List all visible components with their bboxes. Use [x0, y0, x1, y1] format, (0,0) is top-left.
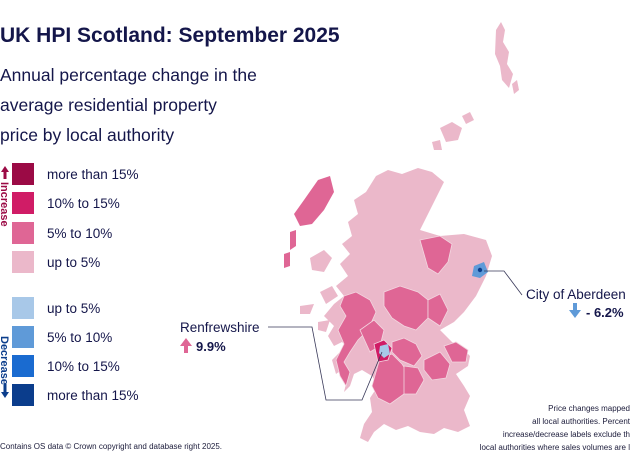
- legend-item: 10% to 15%: [12, 355, 120, 377]
- subtitle-line-1: Annual percentage change in the: [0, 65, 257, 85]
- outer-hebrides: [284, 176, 334, 268]
- note-line-1: Price changes mapped: [548, 404, 630, 413]
- aberdeen-marker: [477, 267, 483, 273]
- legend-swatch: [12, 251, 34, 273]
- subtitle-line-2: average residential property: [0, 95, 217, 115]
- legend-swatch: [12, 384, 34, 406]
- legend-item-label: more than 15%: [47, 387, 139, 403]
- legend-item-label: up to 5%: [47, 254, 101, 270]
- map-title: UK HPI Scotland: September 2025: [0, 24, 340, 47]
- note-line-3: increase/decrease labels exclude th: [502, 430, 630, 439]
- decrease-arrow-stem-icon: [3, 384, 7, 392]
- legend-swatch: [12, 192, 34, 214]
- subtitle-line-3: price by local authority: [0, 125, 175, 145]
- aberdeen-leader-line: [484, 270, 523, 296]
- aberdeen-down-arrow-stem-icon: [573, 303, 577, 311]
- aberdeen-down-arrow-icon: [569, 310, 581, 318]
- renfrewshire-name: Renfrewshire: [180, 320, 260, 335]
- copyright-credit: Contains OS data © Crown copyright and d…: [0, 442, 223, 451]
- increase-arrow-icon: [1, 166, 9, 172]
- aberdeen-value: - 6.2%: [586, 305, 624, 320]
- legend-item: up to 5%: [12, 297, 100, 319]
- note-line-4: local authorities where sales volumes ar…: [479, 443, 630, 452]
- legend-item: 5% to 10%: [12, 222, 112, 244]
- legend-item-label: 5% to 10%: [47, 329, 113, 345]
- map-subtitle: Annual percentage change in the average …: [0, 60, 300, 150]
- legend-swatch: [12, 297, 34, 319]
- legend-item-label: 10% to 15%: [47, 358, 120, 374]
- renfrewshire-up-arrow-icon: [180, 338, 192, 346]
- callout-arrows: [180, 303, 581, 353]
- renfrewshire-region: [379, 344, 390, 358]
- renfrewshire-leader-line: [268, 326, 383, 401]
- legend-swatch: [12, 163, 34, 185]
- legend-swatch: [12, 355, 34, 377]
- renfrewshire-up-arrow-stem-icon: [184, 345, 188, 353]
- region-5-to-10: [335, 235, 469, 405]
- legend-swatch: [12, 222, 34, 244]
- legend-item: up to 5%: [12, 251, 100, 273]
- legend-item: 5% to 10%: [12, 326, 112, 348]
- legend-item: more than 15%: [12, 384, 139, 406]
- increase-arrow-stem-icon: [3, 171, 7, 179]
- legend-item-label: 5% to 10%: [47, 225, 113, 241]
- shetland-islands: [495, 22, 519, 94]
- orkney-islands: [432, 112, 474, 150]
- decrease-arrow-icon: [1, 392, 9, 398]
- legend-item: 10% to 15%: [12, 192, 120, 214]
- legend-swatch: [12, 326, 34, 348]
- legend-arrows: [1, 166, 9, 398]
- legend-item: more than 15%: [12, 163, 139, 185]
- renfrewshire-value: 9.9%: [196, 339, 226, 354]
- legend-item-label: 10% to 15%: [47, 195, 120, 211]
- legend-item-label: up to 5%: [47, 300, 101, 316]
- aberdeen-name: City of Aberdeen: [526, 287, 626, 302]
- note-line-2: all local authorities. Percent: [532, 417, 630, 426]
- legend-item-label: more than 15%: [47, 166, 139, 182]
